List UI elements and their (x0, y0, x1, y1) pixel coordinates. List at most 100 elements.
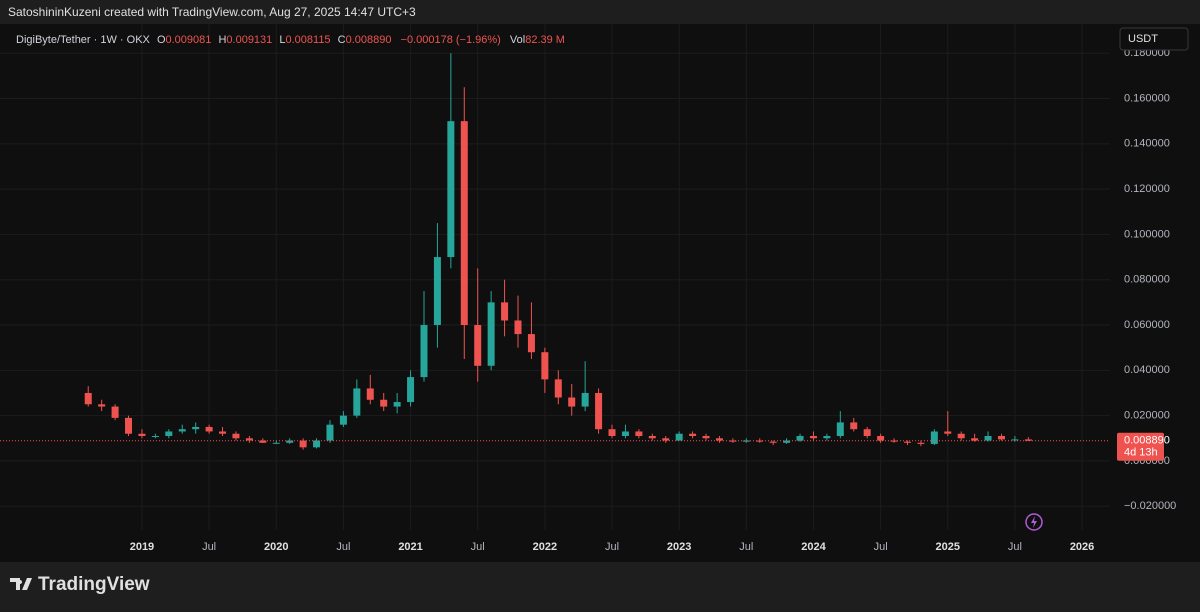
y-tick-label: 0.100000 (1124, 228, 1170, 240)
x-tick-label: 2020 (264, 541, 288, 553)
candle-body (192, 426, 200, 430)
candle-body (420, 325, 428, 378)
candle-body (917, 442, 925, 444)
x-tick-label: 2019 (130, 541, 154, 553)
candle-body (219, 431, 227, 434)
x-tick-label: 2021 (398, 541, 422, 553)
x-tick-label: 2026 (1070, 541, 1094, 553)
candle-body (581, 392, 589, 407)
y-tick-label: 0.080000 (1124, 274, 1170, 286)
l-label: L (279, 34, 285, 46)
candle-body (971, 438, 979, 441)
y-tick-label: 0.120000 (1124, 183, 1170, 195)
o-label: O (157, 34, 166, 46)
candle-body (984, 436, 992, 441)
candle-body (111, 406, 119, 418)
footer-bar (0, 562, 1200, 612)
y-tick-label: 0.040000 (1124, 364, 1170, 376)
candle-body (944, 431, 952, 434)
candle-body (313, 440, 321, 448)
candle-body (823, 436, 831, 439)
candle-body (272, 442, 280, 444)
candle-body (232, 433, 240, 439)
candle-body (339, 415, 347, 425)
candle-body (366, 388, 374, 400)
candle-body (554, 379, 562, 398)
x-tick-label: 2025 (936, 541, 960, 553)
y-tick-label: 0.060000 (1124, 319, 1170, 331)
legend: DigiByte/Tether · 1W · OKX O0.009081 H 0.… (16, 34, 565, 46)
candle-body (178, 429, 186, 432)
candle-body (850, 422, 858, 430)
c: 0.008890 (346, 34, 392, 46)
x-tick-label: Jul (739, 541, 753, 553)
candle-body (245, 438, 253, 441)
candle-body (836, 422, 844, 437)
x-tick-label: 2022 (533, 541, 557, 553)
x-tick-label: 2023 (667, 541, 691, 553)
currency[interactable]: USDT (1128, 33, 1158, 45)
candle-body (138, 433, 146, 437)
candle-body (662, 438, 670, 441)
symbol: DigiByte/Tether · 1W · OKX (16, 34, 151, 46)
candle-body (796, 436, 804, 441)
brand: TradingView (38, 574, 150, 595)
y-tick-label: 0.160000 (1124, 92, 1170, 104)
candle-body (165, 431, 173, 437)
change: −0.000178 (−1.96%) (401, 34, 501, 46)
top-bar (0, 0, 1200, 24)
h-label: H (218, 34, 226, 46)
last-price-label: 0.008890 (1124, 435, 1170, 447)
alert-icon[interactable] (1025, 513, 1043, 531)
x-tick-label: Jul (202, 541, 216, 553)
candle-body (380, 399, 388, 407)
candle-body (447, 121, 455, 258)
candle-body (997, 436, 1005, 440)
candle-body (433, 257, 441, 326)
candle-body (957, 433, 965, 439)
candle-body (595, 392, 603, 430)
candle-body (393, 402, 401, 407)
candle-body (84, 392, 92, 405)
candle-body (98, 404, 106, 407)
candle-body (501, 302, 509, 321)
c-label: C (338, 34, 346, 46)
candle-body (877, 436, 885, 441)
candle-body (568, 397, 576, 407)
alert-bolt (1031, 516, 1037, 528)
y-tick-label: −0.020000 (1124, 500, 1176, 512)
candle-body (299, 440, 307, 448)
attribution: SatoshininKuzeni created with TradingVie… (8, 5, 416, 19)
vol: 82.39 M (525, 34, 565, 46)
candle-body (608, 429, 616, 437)
logo (10, 578, 32, 590)
candle-body (689, 433, 697, 437)
candle-body (621, 431, 629, 437)
candle-body (286, 440, 294, 443)
candle-body (635, 431, 643, 437)
candle-body (326, 424, 334, 441)
candle-body (769, 441, 777, 443)
candle-body (259, 440, 267, 443)
candle-body (474, 325, 482, 366)
countdown: 4d 13h (1124, 447, 1158, 459)
currency-box[interactable] (1119, 27, 1189, 51)
candle-body (353, 388, 361, 416)
candle-body (648, 436, 656, 439)
x-tick-label: Jul (471, 541, 485, 553)
candle-body (863, 429, 871, 437)
x-tick-label: Jul (874, 541, 888, 553)
candle-body (930, 431, 938, 444)
x-tick-label: 2024 (801, 541, 826, 553)
last-price-box (1117, 432, 1164, 461)
x-tick-label: Jul (1008, 541, 1022, 553)
candle-body (151, 436, 159, 438)
y-tick-label: 0.020000 (1124, 410, 1170, 422)
o: 0.009081 (166, 34, 212, 46)
vol-label: Vol (510, 34, 525, 46)
candle-body (742, 440, 750, 442)
plot: −0.0200000.0000000.0200000.0400000.06000… (0, 24, 1176, 553)
